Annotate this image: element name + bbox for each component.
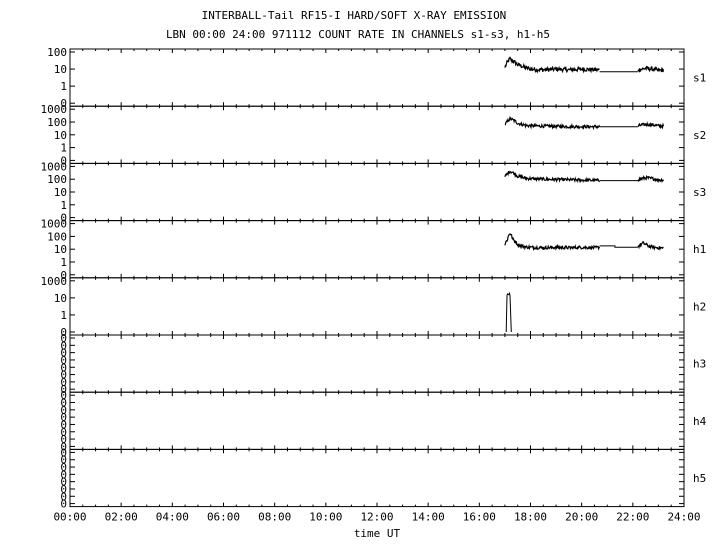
y-tick-label: 0 — [60, 397, 67, 410]
panel-frame — [69, 105, 685, 164]
x-tick-label: 02:00 — [105, 511, 138, 524]
y-tick-label: 1000 — [41, 218, 68, 231]
x-axis: 00:00 02:00 04:00 06:00 08:00 10:00 12:00 14:00… — [53, 511, 700, 524]
y-tick-label: 0 — [60, 468, 67, 481]
y-tick-label: 0 — [60, 347, 67, 360]
y-tick-label: 0 — [60, 332, 67, 345]
y-tick-label: 0 — [60, 369, 67, 382]
x-tick-label: 10:00 — [309, 511, 342, 524]
x-tick-label: 06:00 — [207, 511, 240, 524]
series-line-h1 — [637, 240, 664, 252]
y-tick-label: 0 — [60, 404, 67, 417]
x-tick-label: 00:00 — [53, 511, 86, 524]
y-tick-label: 0 — [60, 389, 67, 402]
channel-label: h3 — [693, 358, 706, 371]
panels-group: 1001010s110001001010s210001001010s310001… — [41, 46, 707, 511]
y-tick-label: 0 — [60, 354, 67, 367]
y-tick-label: 1 — [60, 309, 67, 322]
series-line-s2 — [504, 116, 601, 131]
channel-label: s1 — [693, 72, 706, 85]
y-tick-label: 0 — [60, 461, 67, 474]
y-tick-label: 0 — [60, 433, 67, 446]
series-line-s2 — [637, 121, 665, 130]
y-tick-label: 0 — [60, 212, 67, 225]
y-tick-label: 1 — [60, 256, 67, 269]
y-tick-label: 100 — [47, 46, 67, 59]
y-tick-label: 10 — [54, 63, 67, 76]
y-tick-label: 1000 — [41, 103, 68, 116]
series-line-h1 — [504, 232, 601, 252]
y-tick-label: 10 — [54, 243, 67, 256]
y-tick-label: 0 — [60, 446, 67, 459]
y-tick-label: 0 — [60, 383, 67, 396]
x-tick-label: 08:00 — [258, 511, 291, 524]
x-tick-label: 14:00 — [412, 511, 445, 524]
y-tick-label: 10 — [54, 129, 67, 142]
y-tick-label: 0 — [60, 454, 67, 467]
series-line-h1 — [599, 245, 638, 248]
chart-title: INTERBALL-Tail RF15-I HARD/SOFT X-RAY EM… — [202, 9, 507, 22]
y-tick-label: 0 — [60, 339, 67, 352]
series-line-s3 — [637, 174, 665, 184]
y-tick-label: 0 — [60, 97, 67, 110]
panel-frame — [69, 162, 685, 222]
series-line-h2 — [505, 291, 512, 333]
y-tick-label: 0 — [60, 483, 67, 496]
y-tick-label: 1 — [60, 199, 67, 212]
y-tick-label: 0 — [60, 498, 67, 511]
y-tick-label: 10 — [54, 186, 67, 199]
x-tick-label: 20:00 — [565, 511, 598, 524]
channel-label: h2 — [693, 300, 706, 313]
y-tick-label: 1 — [60, 80, 67, 93]
x-tick-label: 18:00 — [514, 511, 547, 524]
x-tick-label: 04:00 — [156, 511, 189, 524]
y-tick-label: 0 — [60, 361, 67, 374]
y-tick-label: 0 — [60, 326, 67, 339]
channel-label: h4 — [693, 415, 707, 428]
x-tick-label: 22:00 — [616, 511, 649, 524]
x-tick-label: 12:00 — [360, 511, 393, 524]
series-line-s1 — [504, 56, 600, 74]
channel-label: s2 — [693, 129, 706, 142]
y-tick-label: 10 — [54, 292, 67, 305]
series-line-s3 — [504, 170, 601, 184]
panel-frame — [69, 334, 685, 393]
y-tick-label: 0 — [60, 376, 67, 389]
x-axis-label: time UT — [354, 527, 401, 540]
series-line-s1 — [637, 65, 665, 73]
y-tick-label: 100 — [47, 116, 67, 129]
y-tick-label: 0 — [60, 154, 67, 167]
y-tick-label: 0 — [60, 440, 67, 453]
channel-label: s3 — [693, 186, 706, 199]
y-tick-label: 100 — [47, 173, 67, 186]
y-tick-label: 0 — [60, 269, 67, 282]
panel-frame — [69, 48, 685, 107]
channel-label: h1 — [693, 243, 706, 256]
y-tick-label: 0 — [60, 476, 67, 489]
chart-subtitle: LBN 00:00 24:00 971112 COUNT RATE IN CHA… — [166, 28, 550, 41]
y-tick-label: 100 — [47, 230, 67, 243]
y-tick-label: 1000 — [41, 160, 68, 173]
panel-frame — [69, 391, 685, 450]
y-tick-label: 0 — [60, 411, 67, 424]
y-tick-label: 1 — [60, 142, 67, 155]
panel-frame — [69, 448, 685, 508]
y-tick-label: 0 — [60, 490, 67, 503]
y-tick-label: 1000 — [41, 275, 68, 288]
channel-label: h5 — [693, 472, 706, 485]
x-tick-label: 16:00 — [463, 511, 496, 524]
y-tick-label: 0 — [60, 418, 67, 431]
panel-frame — [69, 277, 685, 336]
x-tick-label: 24:00 — [667, 511, 700, 524]
y-tick-label: 0 — [60, 426, 67, 439]
